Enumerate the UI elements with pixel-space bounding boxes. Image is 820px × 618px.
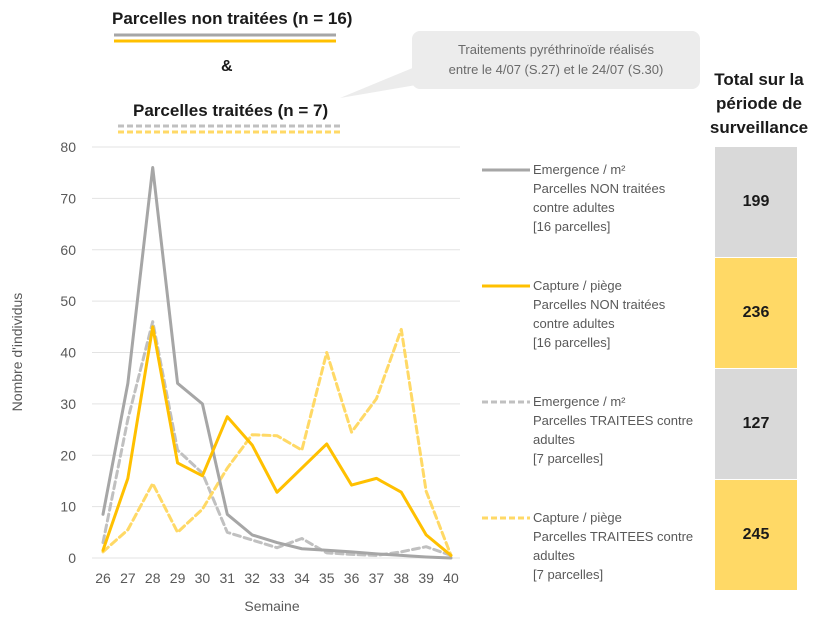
y-tick-label: 10 [60,499,76,515]
y-tick-label: 30 [60,396,76,412]
series-line-4 [101,327,453,557]
series-line-3 [101,320,453,557]
legend-line: adultes [533,548,575,563]
callout-tail [340,67,428,98]
x-tick-label: 38 [393,570,409,586]
untreated-header-title: Parcelles non traitées (n = 16) [112,9,353,28]
totals-title-line-2: période de [716,94,802,113]
total-value: 236 [742,304,770,321]
x-tick-label: 37 [369,570,385,586]
legend-line: Parcelles NON traitées [533,297,666,312]
legend-line: Emergence / m² [533,394,626,409]
ampersand-label: & [221,58,233,75]
total-value: 245 [742,526,770,543]
legend-line: Parcelles TRAITEES contre [533,413,694,428]
legend-entry-3: Emergence / m² Parcelles TRAITEES contre… [533,392,708,468]
legend-entry-2: Capture / piège Parcelles NON traitées c… [533,276,708,352]
total-value: 127 [742,415,770,432]
y-tick-label: 80 [60,139,76,155]
y-tick-label: 0 [68,550,76,566]
untreated-header-swatch [114,33,336,43]
legend-line: Parcelles TRAITEES contre [533,529,694,544]
y-tick-label: 20 [60,447,76,463]
legend-line: contre adultes [533,316,615,331]
total-value: 199 [742,193,770,210]
y-tick-label: 40 [60,345,76,361]
y-axis-label: Nombre d'individus [9,293,25,412]
x-tick-label: 30 [195,570,211,586]
x-axis-label: Semaine [244,598,299,614]
legend-swatch-1 [482,168,530,172]
total-treated-capture: 245 [715,480,797,590]
total-untreated-capture: 236 [715,258,797,368]
legend-line: [16 parcelles] [533,219,611,234]
treatment-callout: Traitements pyréthrinoïde réalisés entre… [412,31,700,89]
totals-title-line-3: surveillance [709,118,809,137]
series-line-2 [101,325,453,557]
legend-line: Emergence / m² [533,162,626,177]
total-treated-emergence: 127 [715,369,797,479]
x-tick-label: 26 [95,570,111,586]
legend-line: [16 parcelles] [533,335,611,350]
callout-line-1: Traitements pyréthrinoïde réalisés [457,42,655,57]
legend-line: [7 parcelles] [533,567,604,582]
legend-swatch-3 [482,400,530,404]
callout-line-2: entre le 4/07 (S.27) et le 24/07 (S.30) [448,62,664,77]
line-chart: 0 10 20 30 40 50 60 70 80 26 27 28 29 30 31 32 33 34 35 36 3… [9,139,460,614]
treated-header-title: Parcelles traitées (n = 7) [133,101,329,120]
x-tick-label: 31 [219,570,235,586]
legend-line: Capture / piège [533,510,622,525]
totals-title: Total sur la période de surveillance [700,68,818,140]
x-tick-label: 27 [120,570,136,586]
x-tick-label: 29 [170,570,186,586]
legend-line: adultes [533,432,575,447]
y-tick-label: 70 [60,190,76,206]
y-tick-label: 50 [60,293,76,309]
x-tick-label: 33 [269,570,285,586]
total-untreated-emergence: 199 [715,147,797,257]
y-tick-label: 60 [60,242,76,258]
legend-swatch-2 [482,284,530,288]
x-tick-label: 39 [418,570,434,586]
legend-entry-1: Emergence / m² Parcelles NON traitées co… [533,160,708,236]
series-line-1 [101,166,453,560]
x-tick-label: 34 [294,570,310,586]
legend-entry-4: Capture / piège Parcelles TRAITEES contr… [533,508,708,584]
legend-line: [7 parcelles] [533,451,604,466]
x-tick-label: 28 [145,570,161,586]
totals-title-line-1: Total sur la [714,70,804,89]
legend-line: contre adultes [533,200,615,215]
legend-line: Parcelles NON traitées [533,181,666,196]
x-tick-label: 36 [344,570,360,586]
legend-swatch-4 [482,516,530,520]
treated-header-swatch [118,124,340,134]
legend-line: Capture / piège [533,278,622,293]
x-tick-label: 35 [319,570,335,586]
x-tick-label: 32 [244,570,260,586]
x-tick-label: 40 [443,570,459,586]
